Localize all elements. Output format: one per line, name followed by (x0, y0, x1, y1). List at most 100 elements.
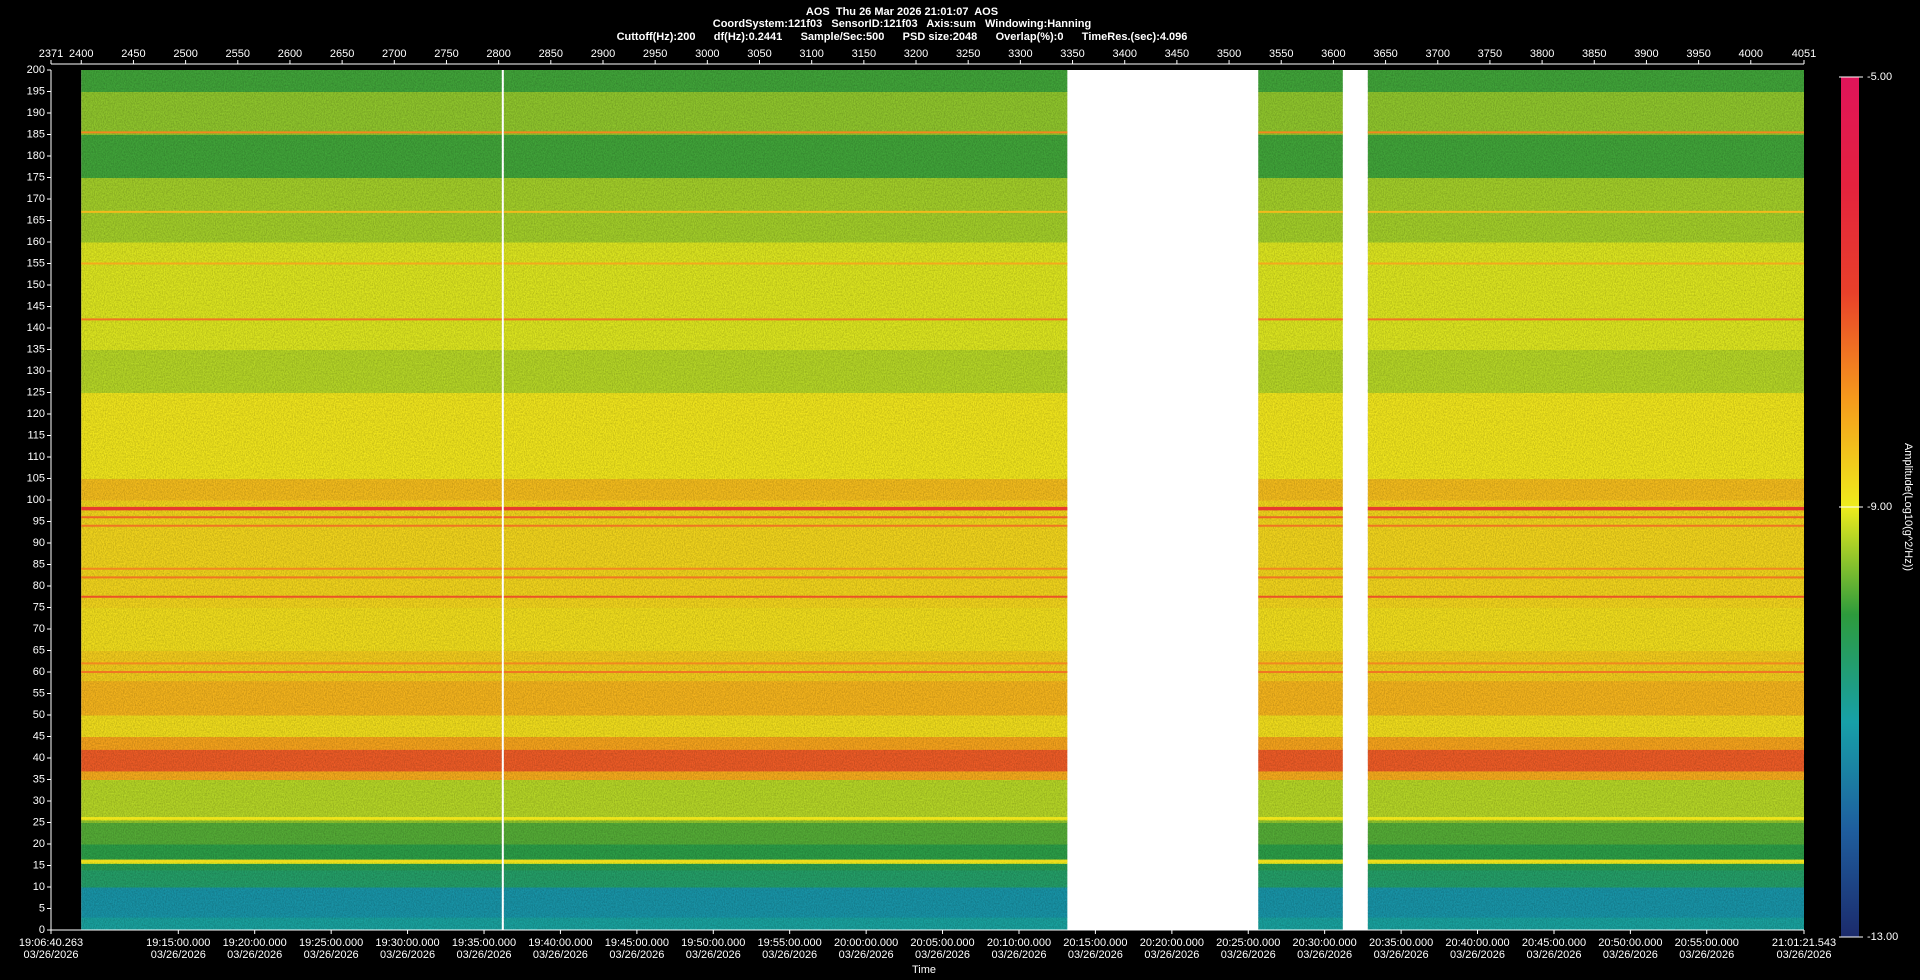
time-tick-label: 20:50:00.000 (1598, 937, 1662, 949)
colorbar-tick-label: -5.00 (1867, 71, 1892, 83)
time-tick-label: 20:00:00.000 (834, 937, 898, 949)
y-tick-label: 95 (33, 515, 45, 527)
time-tick-date: 03/26/2026 (1144, 949, 1199, 961)
time-tick-date: 03/26/2026 (227, 949, 282, 961)
y-tick-label: 35 (33, 773, 45, 785)
time-tick-date: 03/26/2026 (1526, 949, 1581, 961)
y-tick-label: 130 (27, 365, 45, 377)
x-tick-label: 2500 (173, 48, 197, 60)
y-tick-label: 50 (33, 709, 45, 721)
time-tick-date: 03/26/2026 (1679, 949, 1734, 961)
y-tick-label: 115 (27, 429, 45, 441)
time-tick-label: 20:25:00.000 (1216, 937, 1280, 949)
x-tick-label: 3250 (956, 48, 980, 60)
y-tick-label: 10 (33, 881, 45, 893)
x-tick-label: 3650 (1373, 48, 1397, 60)
y-tick-label: 25 (33, 816, 45, 828)
time-tick-date: 03/26/2026 (380, 949, 435, 961)
time-tick-date: 03/26/2026 (1068, 949, 1123, 961)
y-tick-label: 190 (27, 107, 45, 119)
time-tick-label: 19:40:00.000 (528, 937, 592, 949)
time-tick-label: 19:35:00.000 (452, 937, 516, 949)
y-tick-label: 180 (27, 150, 45, 162)
y-tick-label: 120 (27, 408, 45, 420)
noise-texture (1258, 70, 1343, 930)
x-tick-label: 4051 (1792, 48, 1816, 60)
plot-area (81, 70, 1804, 931)
time-tick-label: 19:45:00.000 (605, 937, 669, 949)
time-tick-date: 03/26/2026 (1450, 949, 1505, 961)
y-tick-label: 40 (33, 752, 45, 764)
time-tick-date: 03/26/2026 (457, 949, 512, 961)
y-tick-label: 140 (27, 322, 45, 334)
time-tick-date: 03/26/2026 (609, 949, 664, 961)
x-tick-label: 3350 (1060, 48, 1084, 60)
y-tick-label: 5 (39, 902, 45, 914)
y-tick-label: 20 (33, 838, 45, 850)
time-tick-label: 19:25:00.000 (299, 937, 363, 949)
y-tick-label: 175 (27, 171, 45, 183)
time-tick-date: 03/26/2026 (533, 949, 588, 961)
x-tick-label: 2800 (486, 48, 510, 60)
time-tick-label: 20:30:00.000 (1293, 937, 1357, 949)
colorbar-tick-label: -9.00 (1867, 501, 1892, 513)
time-tick-label: 20:45:00.000 (1522, 937, 1586, 949)
noise-texture (81, 70, 502, 930)
time-tick-date: 03/26/2026 (1221, 949, 1276, 961)
x-tick-label: 2371 (39, 48, 63, 60)
y-tick-label: 135 (27, 343, 45, 355)
x-tick-label: 2550 (226, 48, 250, 60)
time-tick-label: 19:55:00.000 (758, 937, 822, 949)
time-tick-label: 20:40:00.000 (1445, 937, 1509, 949)
time-tick-date: 03/26/2026 (151, 949, 206, 961)
y-tick-label: 110 (27, 451, 45, 463)
y-tick-label: 125 (27, 386, 45, 398)
y-tick-label: 70 (33, 623, 45, 635)
x-tick-label: 3100 (799, 48, 823, 60)
x-tick-label: 3200 (904, 48, 928, 60)
x-tick-label: 3400 (1112, 48, 1136, 60)
time-tick-date: 03/26/2026 (1776, 949, 1831, 961)
x-tick-label: 3050 (747, 48, 771, 60)
x-tick-label: 3150 (852, 48, 876, 60)
x-tick-label: 3800 (1530, 48, 1554, 60)
y-tick-label: 155 (27, 257, 45, 269)
x-tick-label: 3750 (1478, 48, 1502, 60)
x-axis-label: Time (912, 964, 936, 976)
x-tick-label: 2850 (539, 48, 563, 60)
y-tick-label: 90 (33, 537, 45, 549)
y-tick-label: 185 (27, 128, 45, 140)
time-tick-label: 19:50:00.000 (681, 937, 745, 949)
x-tick-label: 3900 (1634, 48, 1658, 60)
x-tick-label: 3550 (1269, 48, 1293, 60)
time-tick-date: 03/26/2026 (1297, 949, 1352, 961)
time-tick-label: 19:20:00.000 (223, 937, 287, 949)
y-tick-label: 105 (27, 472, 45, 484)
y-tick-label: 165 (27, 214, 45, 226)
x-tick-label: 3700 (1426, 48, 1450, 60)
noise-texture (1367, 70, 1804, 930)
x-tick-label: 3600 (1321, 48, 1345, 60)
x-tick-label: 2450 (121, 48, 145, 60)
time-tick-date: 03/26/2026 (991, 949, 1046, 961)
time-tick-label: 20:10:00.000 (987, 937, 1051, 949)
x-tick-label: 2650 (330, 48, 354, 60)
y-tick-label: 75 (33, 601, 45, 613)
x-tick-label: 2600 (278, 48, 302, 60)
y-tick-label: 65 (33, 644, 45, 656)
time-tick-date: 03/26/2026 (915, 949, 970, 961)
time-tick-label: 19:30:00.000 (375, 937, 439, 949)
x-tick-label: 3950 (1686, 48, 1710, 60)
time-tick-date: 03/26/2026 (762, 949, 817, 961)
time-tick-label: 20:15:00.000 (1063, 937, 1127, 949)
x-tick-label: 3000 (695, 48, 719, 60)
x-tick-label: 2900 (591, 48, 615, 60)
time-tick-label: 20:35:00.000 (1369, 937, 1433, 949)
time-tick-date: 03/26/2026 (1603, 949, 1658, 961)
y-tick-label: 30 (33, 795, 45, 807)
x-tick-label: 2750 (434, 48, 458, 60)
time-tick-label: 20:05:00.000 (910, 937, 974, 949)
y-tick-label: 80 (33, 580, 45, 592)
time-tick-label: 21:01:21.543 (1772, 937, 1836, 949)
